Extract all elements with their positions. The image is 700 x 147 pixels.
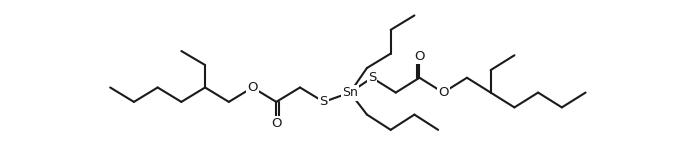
Text: O: O [247,81,258,94]
Text: O: O [271,117,281,130]
Text: Sn: Sn [342,86,358,99]
Text: S: S [319,95,328,108]
Text: S: S [368,71,376,84]
Text: O: O [414,50,425,63]
Text: O: O [438,86,449,99]
